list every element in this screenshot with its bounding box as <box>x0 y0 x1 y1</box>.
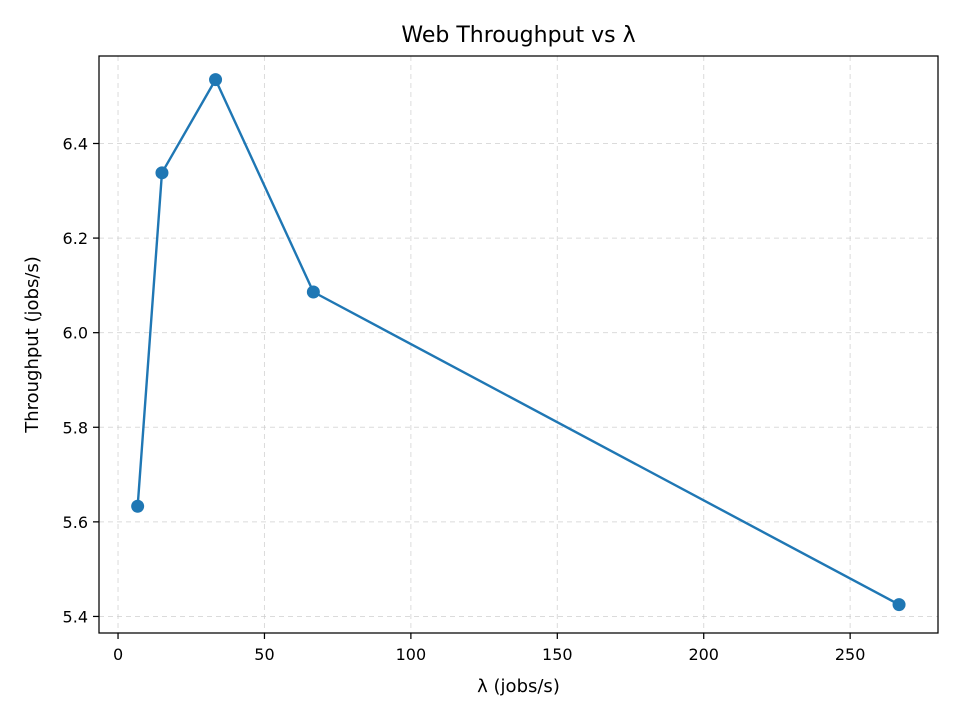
data-point <box>306 285 320 299</box>
x-tick-label: 200 <box>688 645 719 664</box>
axes-frame <box>98 55 939 634</box>
x-tick-label: 50 <box>254 645 274 664</box>
y-tick-label: 6.4 <box>63 134 88 153</box>
y-tick-label: 5.8 <box>63 418 88 437</box>
chart-title: Web Throughput vs λ <box>401 23 635 48</box>
x-tick-label: 250 <box>835 645 866 664</box>
y-tick-label: 6.2 <box>63 229 88 248</box>
x-tick-label: 150 <box>542 645 573 664</box>
series-line <box>136 78 900 606</box>
data-point <box>209 73 223 87</box>
series-layer <box>131 73 906 612</box>
data-point <box>155 166 169 180</box>
y-tick-label: 6.0 <box>63 324 88 343</box>
x-tick-label: 100 <box>396 645 427 664</box>
x-axis-label: λ (jobs/s) <box>477 676 560 697</box>
data-point <box>131 499 145 513</box>
x-tick-label: 0 <box>113 645 123 664</box>
y-axis-label: Throughput (jobs/s) <box>22 256 43 434</box>
ticks: 0 50 100 150 200 250 5.4 5.6 5.8 6.0 6.2 6.4 <box>63 134 866 664</box>
y-tick-label: 5.6 <box>63 513 88 532</box>
y-tick-label: 5.4 <box>63 607 88 626</box>
data-point <box>892 598 906 612</box>
grid <box>99 56 938 633</box>
